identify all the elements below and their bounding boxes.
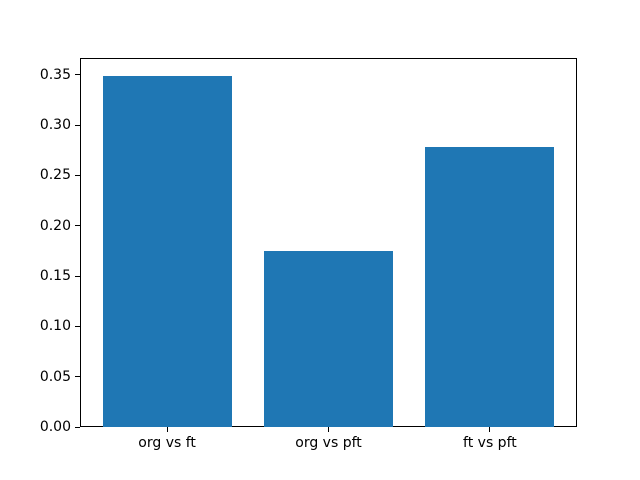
y-tick-label: 0.35 (39, 66, 71, 83)
y-tick-mark (75, 174, 80, 176)
x-tick-mark (489, 427, 491, 432)
y-tick-label: 0.05 (39, 368, 71, 385)
y-tick-mark (75, 426, 80, 428)
x-tick-label: org vs pft (295, 435, 362, 451)
y-tick-mark (75, 275, 80, 277)
y-tick-mark (75, 124, 80, 126)
y-tick-label: 0.00 (39, 419, 71, 435)
y-tick-label: 0.10 (39, 318, 71, 335)
y-tick-label: 0.30 (39, 117, 71, 133)
y-tick-label: 0.20 (39, 217, 71, 234)
bar-ft-vs-pft (425, 147, 555, 427)
bar-org-vs-pft (264, 250, 394, 427)
y-tick-mark (75, 74, 80, 76)
y-tick-label: 0.25 (39, 167, 71, 184)
y-tick-mark (75, 376, 80, 378)
x-tick-label: org vs ft (138, 435, 196, 451)
x-tick-label: ft vs pft (463, 435, 517, 451)
y-tick-mark (75, 225, 80, 227)
x-tick-mark (328, 427, 329, 432)
bar-org-vs-ft (102, 75, 232, 427)
y-tick-mark (75, 325, 80, 327)
y-tick-label: 0.15 (39, 268, 71, 284)
x-tick-mark (166, 427, 168, 432)
